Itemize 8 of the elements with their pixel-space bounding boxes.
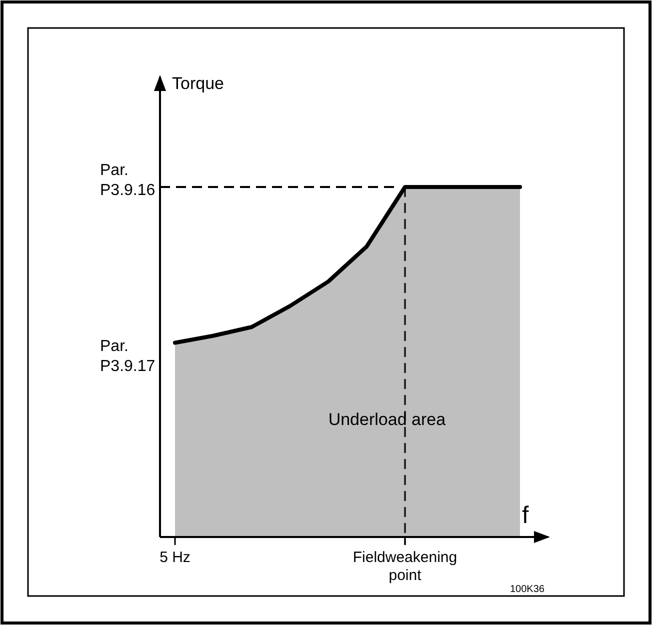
x-axis-title: f: [522, 502, 529, 529]
text: 100K36: [510, 584, 545, 595]
text: Torque: [172, 74, 224, 93]
x-tick-label: Fieldweakening point: [352, 549, 458, 584]
x-tick-label: 5 Hz: [160, 549, 190, 566]
annotation: Underload area: [328, 410, 446, 429]
text: Par. P3.9.17: [100, 338, 156, 375]
ref-line-label: Par. P3.9.16: [100, 162, 156, 199]
